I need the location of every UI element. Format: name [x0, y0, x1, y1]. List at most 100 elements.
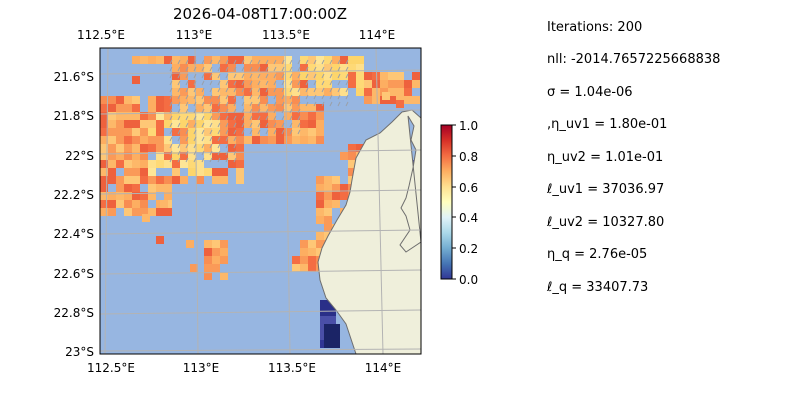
velocity-arrow	[217, 150, 221, 156]
velocity-arrow	[289, 73, 293, 79]
data-cell	[100, 184, 108, 192]
velocity-arrow	[169, 115, 173, 121]
data-cell	[236, 88, 244, 96]
velocity-arrow	[273, 80, 277, 86]
velocity-arrow	[273, 101, 277, 107]
velocity-arrow	[337, 73, 341, 79]
velocity-arrow	[201, 101, 205, 107]
velocity-arrow	[201, 129, 205, 135]
data-cell	[356, 144, 364, 152]
data-cell	[332, 72, 340, 80]
map-frame	[99, 47, 422, 355]
data-cell	[340, 72, 348, 80]
velocity-arrow	[297, 73, 301, 79]
data-cell	[116, 96, 124, 104]
velocity-arrow	[225, 115, 229, 121]
lat-tick-label: 22.4°S	[54, 227, 94, 241]
data-cell	[164, 96, 172, 104]
data-cell	[188, 128, 196, 136]
velocity-arrow	[201, 150, 205, 156]
data-cell	[244, 72, 252, 80]
velocity-arrow	[273, 115, 277, 121]
velocity-arrow	[233, 66, 237, 72]
data-cell	[356, 72, 364, 80]
data-cell	[252, 88, 260, 96]
data-cell	[292, 128, 300, 136]
data-cell	[276, 104, 284, 112]
velocity-arrow	[169, 136, 173, 142]
velocity-arrow	[193, 59, 197, 65]
data-cell	[220, 112, 228, 120]
velocity-arrow	[233, 115, 237, 121]
data-cell	[212, 96, 220, 104]
velocity-arrow	[297, 115, 301, 121]
data-cell	[148, 56, 156, 64]
velocity-arrow	[233, 108, 237, 114]
data-cell	[348, 64, 356, 72]
data-cell	[212, 264, 220, 272]
velocity-arrow	[273, 73, 277, 79]
data-cell	[180, 104, 188, 112]
data-cell	[316, 208, 324, 216]
data-cell	[228, 160, 236, 168]
data-cell	[156, 208, 164, 216]
data-cell	[276, 56, 284, 64]
velocity-arrow	[193, 136, 197, 142]
colorbar-tick-label: 0.2	[459, 242, 478, 256]
data-cell	[164, 152, 172, 160]
data-cell	[228, 88, 236, 96]
velocity-arrow	[257, 73, 261, 79]
data-cell	[236, 176, 244, 184]
data-cell	[180, 160, 188, 168]
data-cell	[164, 192, 172, 200]
velocity-arrow	[209, 101, 213, 107]
velocity-arrow	[185, 73, 189, 79]
data-cell	[172, 144, 180, 152]
data-cell	[300, 112, 308, 120]
velocity-arrow	[201, 108, 205, 114]
velocity-arrow	[193, 129, 197, 135]
data-cell	[140, 208, 148, 216]
data-cell	[140, 160, 148, 168]
data-cell	[116, 136, 124, 144]
data-cell	[348, 152, 356, 160]
data-cell	[116, 152, 124, 160]
velocity-arrow	[313, 73, 317, 79]
data-cell	[388, 72, 396, 80]
data-cell	[204, 264, 212, 272]
velocity-arrow	[273, 66, 277, 72]
data-cell	[276, 96, 284, 104]
velocity-arrow	[233, 80, 237, 86]
data-cell	[292, 112, 300, 120]
velocity-arrow	[249, 59, 253, 65]
data-cell	[316, 120, 324, 128]
data-cell	[228, 136, 236, 144]
data-cell	[212, 112, 220, 120]
data-cell	[164, 184, 172, 192]
data-cell	[396, 72, 404, 80]
velocity-arrow	[321, 94, 325, 100]
data-cell	[236, 136, 244, 144]
velocity-arrow	[281, 122, 285, 128]
data-cell	[188, 56, 196, 64]
data-cell	[364, 72, 372, 80]
data-cell	[196, 64, 204, 72]
lat-tick-label: 22°S	[65, 149, 94, 163]
data-cell	[164, 136, 172, 144]
param-eta-q: η_q = 2.76e-05	[547, 247, 648, 262]
data-cell	[156, 236, 164, 244]
data-cell	[172, 72, 180, 80]
data-cell	[108, 120, 116, 128]
data-cell	[404, 80, 412, 88]
velocity-arrow	[169, 150, 173, 156]
data-cell	[244, 80, 252, 88]
data-cell	[252, 120, 260, 128]
colorbar-tick-label: 0.6	[459, 181, 478, 195]
velocity-arrow	[249, 115, 253, 121]
velocity-arrow	[249, 122, 253, 128]
velocity-arrow	[249, 87, 253, 93]
velocity-arrow	[169, 129, 173, 135]
velocity-arrow	[313, 80, 317, 86]
data-cell	[196, 160, 204, 168]
